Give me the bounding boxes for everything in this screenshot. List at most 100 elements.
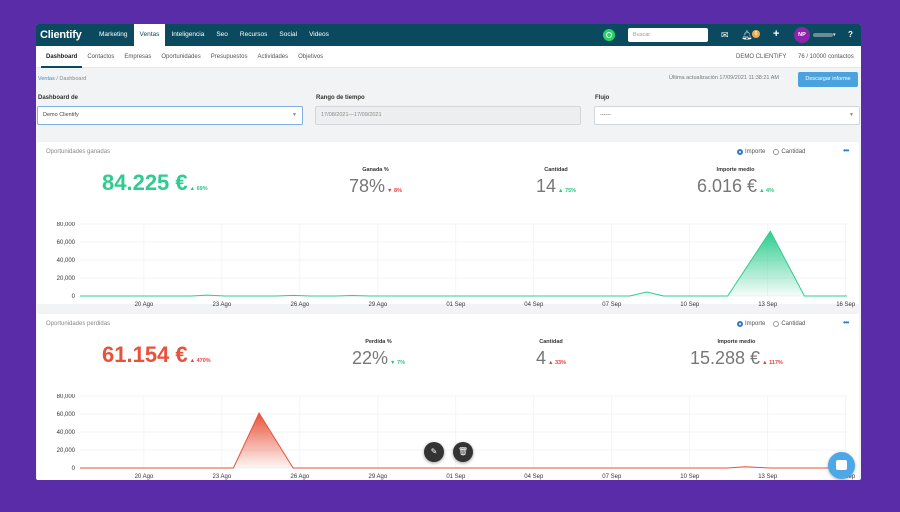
help-icon[interactable]: ? — [848, 30, 853, 39]
kpi-change-value: 117% — [769, 360, 783, 366]
radio-amount-label: Importe — [745, 149, 766, 155]
series-area — [80, 231, 847, 296]
mail-icon[interactable]: ✉ — [721, 30, 729, 40]
nav-inteligencia[interactable]: Inteligencia — [171, 31, 205, 38]
x-tick-label: 29 Ago — [369, 302, 388, 308]
chevron-down-icon[interactable]: ▾ — [833, 32, 836, 38]
nav-ventas[interactable]: Ventas — [133, 24, 166, 46]
kpi-total-value: 61.154 € — [102, 342, 188, 367]
last-updated: Última actualización 17/09/2021 11:38:21… — [669, 75, 779, 81]
user-name-blurred — [813, 33, 833, 37]
won-opportunities-panel: Oportunidades ganadas Importe Cantidad •… — [37, 142, 859, 308]
tab-objetivos[interactable]: Objetivos — [298, 53, 324, 60]
tab-dashboard[interactable]: Dashboard — [41, 46, 83, 68]
nav-marketing[interactable]: Marketing — [99, 31, 128, 38]
download-report-button[interactable]: Descargar informe — [798, 72, 858, 87]
tab-oportunidades[interactable]: Oportunidades — [161, 53, 201, 60]
app-window: Clientify Marketing Ventas Inteligencia … — [36, 24, 861, 480]
chevron-down-icon: ▼ — [849, 112, 854, 118]
range-label: Rango de tiempo — [316, 95, 365, 101]
breadcrumb-current: Dashboard — [59, 76, 87, 82]
metric-toggle: Importe Cantidad — [737, 149, 805, 155]
radio-selected-icon — [737, 149, 743, 155]
delete-button[interactable]: 🗑︎ — [453, 442, 473, 462]
avatar[interactable]: NP — [794, 27, 810, 43]
radio-amount[interactable]: Importe — [737, 321, 765, 327]
kpi-value: 14 — [536, 176, 557, 196]
radio-quantity[interactable]: Cantidad — [773, 321, 805, 327]
chevron-down-icon: ▼ — [292, 112, 297, 118]
x-tick-label: 07 Sep — [602, 302, 622, 308]
kpi-change-value: 4% — [766, 188, 774, 194]
x-tick-label: 04 Sep — [524, 474, 544, 480]
nav-social[interactable]: Social — [279, 31, 298, 38]
kpi-quantity: Cantidad 4 ▲ 33% — [536, 339, 566, 369]
x-tick-label: 20 Ago — [135, 474, 154, 480]
kpi-change: ▼ 7% — [390, 360, 405, 366]
x-tick-label: 23 Ago — [213, 302, 232, 308]
nav-videos[interactable]: Videos — [309, 31, 329, 38]
metric-toggle: Importe Cantidad — [737, 321, 805, 327]
whatsapp-icon[interactable] — [603, 29, 615, 41]
kpi-value: 6.016 € — [697, 176, 758, 196]
contacts-counter: 76 / 10000 contactos — [798, 54, 854, 60]
panel-title: Oportunidades perdidas — [46, 321, 111, 327]
bell-icon[interactable]: 🔔︎ — [741, 30, 753, 40]
date-range-field[interactable]: 17/08/2021—17/09/2021 — [315, 106, 581, 125]
x-tick-label: 16 Sep — [836, 302, 856, 308]
top-navbar: Clientify Marketing Ventas Inteligencia … — [36, 24, 861, 46]
flow-select-value: ------ — [600, 112, 611, 118]
tab-actividades[interactable]: Actividades — [257, 53, 289, 60]
y-tick-label: 20,000 — [57, 276, 76, 282]
flow-select[interactable]: ------ ▼ — [594, 106, 860, 125]
panel-title: Oportunidades ganadas — [46, 149, 111, 155]
breadcrumb: Ventas / Dashboard — [38, 76, 86, 82]
nav-seo[interactable]: Seo — [216, 31, 228, 38]
tab-presupuestos[interactable]: Presupuestos — [210, 53, 248, 60]
more-options-icon[interactable]: ••• — [843, 318, 849, 327]
y-tick-label: 80,000 — [57, 394, 76, 400]
y-tick-label: 20,000 — [57, 448, 76, 454]
kpi-value: 78% — [349, 176, 386, 196]
nav-recursos[interactable]: Recursos — [239, 31, 268, 38]
dashboard-select[interactable]: Demo Clientify ▼ — [37, 106, 303, 125]
radio-unselected-icon — [773, 321, 780, 327]
radio-quantity[interactable]: Cantidad — [773, 149, 805, 155]
x-tick-label: 01 Sep — [446, 474, 466, 480]
radio-amount-label: Importe — [745, 321, 766, 327]
series-area — [80, 413, 847, 468]
more-options-icon[interactable]: ••• — [843, 146, 849, 155]
kpi-loss-rate: Perdida % 22% ▼ 7% — [352, 339, 405, 369]
dashboard-label: Dashboard de — [38, 95, 79, 101]
kpi-label: Importe medio — [717, 339, 756, 345]
radio-selected-icon — [737, 321, 743, 327]
y-tick-label: 60,000 — [57, 412, 76, 418]
breadcrumb-root[interactable]: Ventas — [38, 76, 55, 82]
kpi-label: Cantidad — [544, 167, 568, 173]
y-tick-label: 0 — [72, 294, 76, 300]
add-icon[interactable]: + — [773, 28, 780, 40]
x-tick-label: 20 Ago — [135, 302, 154, 308]
kpi-change: ▲ 117% — [762, 360, 783, 366]
series-line — [80, 412, 847, 469]
kpi-total-change-value: 69% — [196, 186, 208, 192]
kpi-quantity: Cantidad 14 ▲ 75% — [536, 167, 576, 197]
x-tick-label: 13 Sep — [758, 474, 778, 480]
kpi-change-value: 33% — [555, 360, 567, 366]
tab-empresas[interactable]: Empresas — [124, 53, 152, 60]
search-input[interactable]: Buscar — [628, 28, 708, 42]
tab-contactos[interactable]: Contactos — [87, 53, 115, 60]
kpi-average: Importe medio 15.288 € ▲ 117% — [690, 339, 783, 369]
breadcrumb-separator: / — [56, 76, 58, 82]
x-tick-label: 26 Ago — [291, 474, 310, 480]
edit-button[interactable]: ✎ — [424, 442, 444, 462]
x-tick-label: 04 Sep — [524, 302, 544, 308]
series-line — [80, 230, 847, 297]
radio-amount[interactable]: Importe — [737, 149, 765, 155]
brand-logo[interactable]: Clientify — [40, 29, 82, 41]
kpi-change-value: 7% — [397, 360, 405, 366]
chat-widget-button[interactable] — [828, 452, 855, 479]
kpi-total: 84.225 € ▲ 69% — [102, 170, 208, 196]
y-tick-label: 40,000 — [57, 258, 76, 264]
radio-quantity-label: Cantidad — [781, 149, 806, 155]
